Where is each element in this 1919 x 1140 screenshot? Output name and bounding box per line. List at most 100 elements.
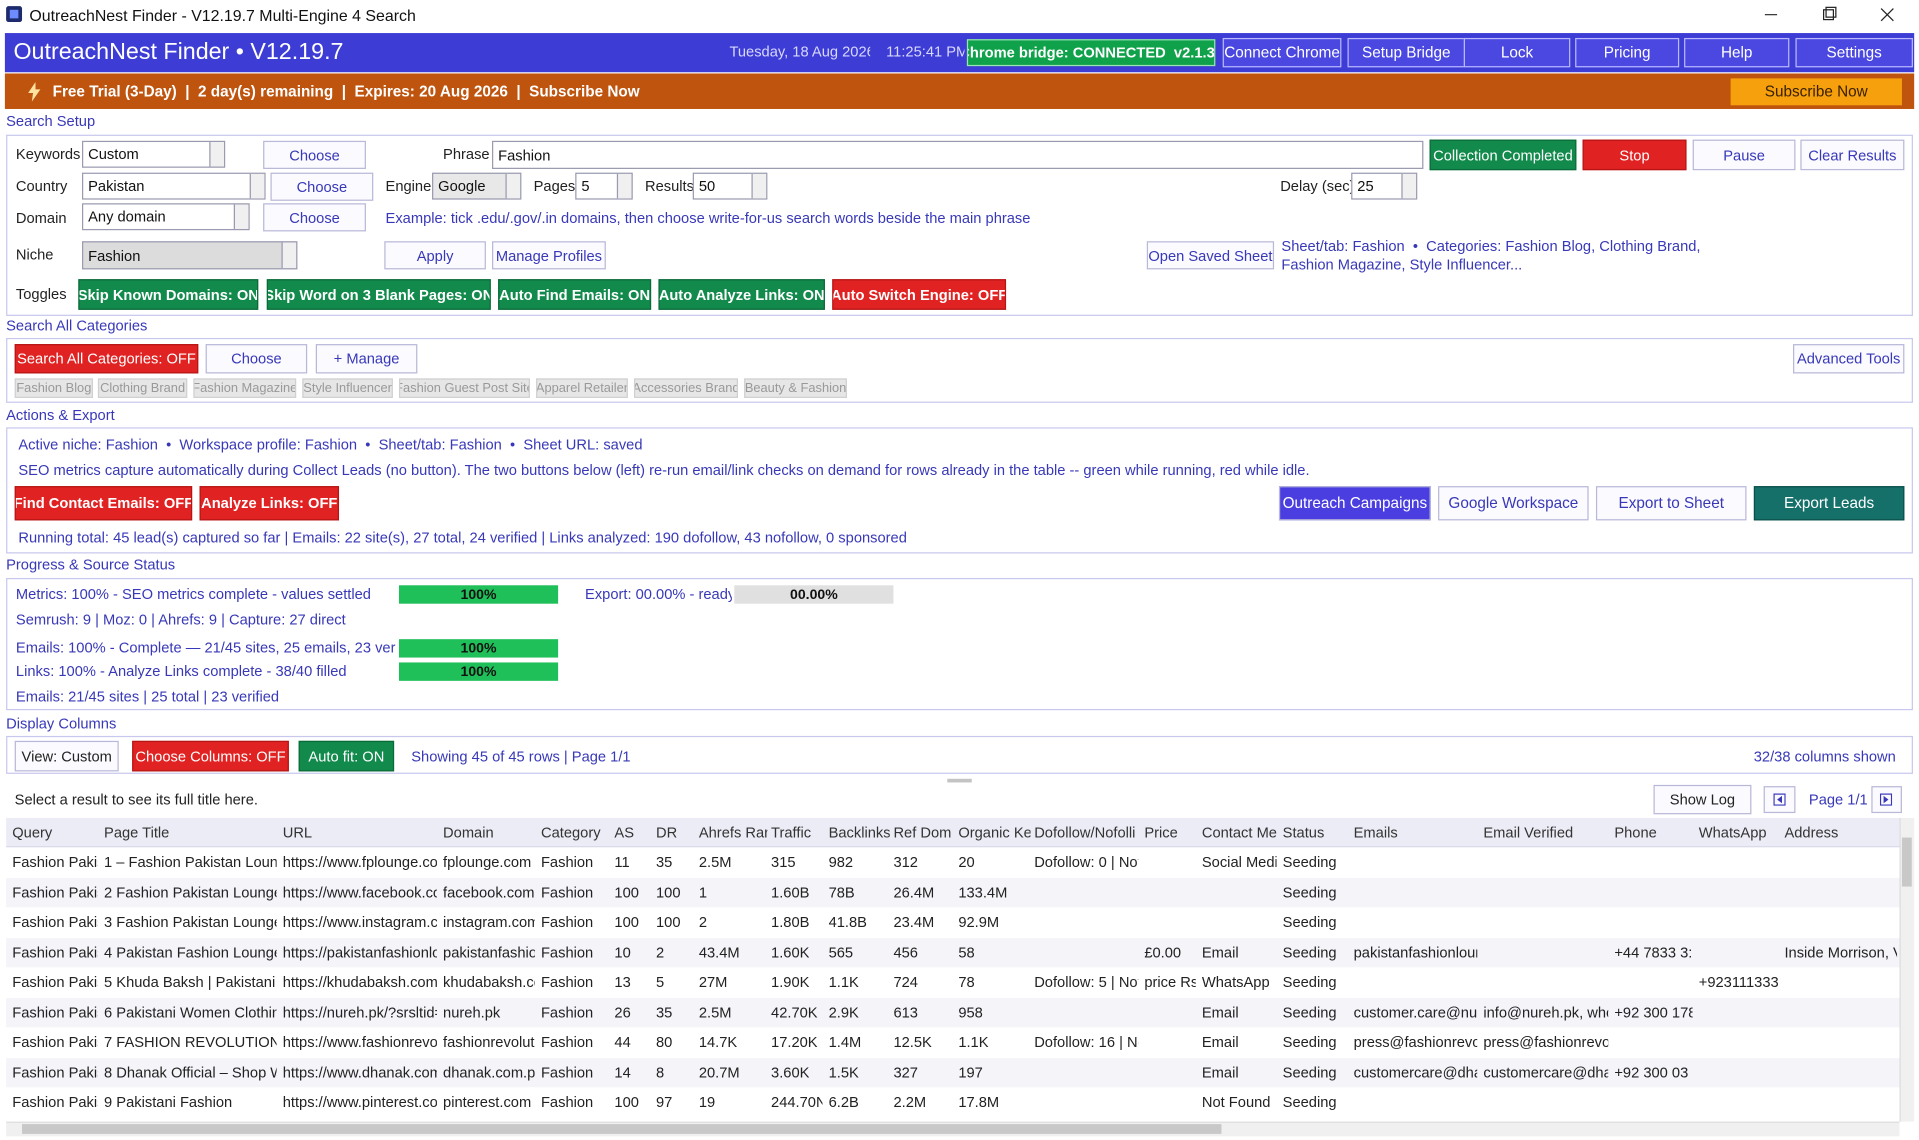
table-cell[interactable]: +44 7833 3: [1614, 943, 1693, 961]
table-cell[interactable]: 1 [698, 883, 708, 901]
table-cell[interactable]: 58 [958, 943, 975, 961]
keywords-select[interactable]: Custom [82, 140, 226, 168]
table-cell[interactable]: 2.5M [698, 1003, 732, 1021]
table-cell[interactable]: 1.60K [771, 943, 810, 961]
table-row[interactable] [6, 1027, 1900, 1058]
table-cell[interactable]: 92.9M [958, 913, 1000, 931]
table-cell[interactable]: Fashion [540, 853, 594, 871]
table-row[interactable] [6, 937, 1900, 968]
table-cell[interactable]: https://www.facebook.cor [282, 883, 437, 901]
toggle-button[interactable]: Search All Categories: OFF [14, 344, 199, 374]
category-chip[interactable]: Apparel Retailer [536, 378, 628, 398]
table-cell[interactable]: 7 FASHION REVOLUTION P. [104, 1033, 277, 1051]
table-row[interactable] [6, 967, 1900, 998]
table-cell[interactable]: khudabaksh.co [443, 973, 535, 991]
column-header[interactable]: Traffic [771, 824, 812, 842]
table-cell[interactable]: 78B [828, 883, 855, 901]
table-cell[interactable]: 2 [656, 943, 665, 961]
table-cell[interactable]: 5 [656, 973, 665, 991]
scroll-thumb[interactable] [22, 1124, 1222, 1134]
niche-select[interactable]: Fashion [82, 241, 298, 270]
table-cell[interactable]: Dofollow: 0 | Nof [1034, 853, 1139, 871]
table-cell[interactable]: 26 [614, 1003, 631, 1021]
table-cell[interactable]: Seeding [1282, 1033, 1337, 1051]
table-cell[interactable]: dhanak.com.pk [443, 1063, 535, 1081]
table-cell[interactable]: 14 [614, 1063, 631, 1081]
table-cell[interactable]: 35 [656, 853, 673, 871]
table-cell[interactable]: £0.00 [1144, 943, 1182, 961]
table-row[interactable] [6, 1057, 1900, 1088]
toggle-button[interactable]: Auto Analyze Links: ON [658, 279, 825, 310]
table-cell[interactable]: Email [1201, 1063, 1239, 1081]
table-cell[interactable]: 2 Fashion Pakistan Lounge - [104, 883, 277, 901]
table-cell[interactable]: 23.4M [893, 913, 935, 931]
table-cell[interactable]: 78 [958, 973, 975, 991]
table-cell[interactable]: customer.care@nure [1353, 1003, 1478, 1021]
table-cell[interactable]: 197 [958, 1063, 983, 1081]
table-row[interactable] [6, 907, 1900, 938]
table-cell[interactable]: Fashion Pakis [12, 943, 98, 961]
table-cell[interactable]: fplounge.com [443, 853, 532, 871]
action-button[interactable]: Find Contact Emails: OFF [14, 486, 193, 521]
table-cell[interactable]: Fashion [540, 1003, 594, 1021]
category-chip[interactable]: Fashion Blog [14, 378, 94, 398]
table-cell[interactable]: Fashion Pakis [12, 1033, 98, 1051]
table-cell[interactable]: customercare@dhar [1353, 1063, 1478, 1081]
table-cell[interactable]: Fashion Pakis [12, 1003, 98, 1021]
table-cell[interactable]: 2.2M [893, 1093, 927, 1111]
run-button[interactable]: Pause [1692, 139, 1796, 171]
table-cell[interactable]: Seeding [1282, 853, 1337, 871]
autofit-button[interactable]: Auto fit: ON [298, 740, 395, 772]
table-cell[interactable]: 8 Dhanak Official – Shop Wc [104, 1063, 277, 1081]
table-cell[interactable]: 42.70K [771, 1003, 818, 1021]
run-button[interactable]: Clear Results [1800, 139, 1905, 171]
table-cell[interactable]: info@nureh.pk, who [1483, 1003, 1609, 1021]
table-cell[interactable]: 97 [656, 1093, 673, 1111]
table-cell[interactable]: 2.9K [828, 1003, 859, 1021]
table-cell[interactable]: 80 [656, 1033, 673, 1051]
delay-spin[interactable]: 25 [1351, 172, 1418, 200]
column-header[interactable]: Email Verified [1483, 824, 1574, 842]
table-row[interactable] [6, 847, 1900, 878]
table-cell[interactable]: 3 Fashion Pakistan Lounge ( [104, 913, 277, 931]
table-cell[interactable]: Seeding [1282, 1003, 1337, 1021]
column-header[interactable]: DR [656, 824, 678, 842]
choose-button[interactable]: Choose [263, 140, 366, 169]
table-cell[interactable]: 10 [614, 943, 631, 961]
choose-button[interactable]: Choose [263, 203, 366, 232]
column-header[interactable]: URL [282, 824, 313, 842]
table-cell[interactable]: Seeding [1282, 943, 1337, 961]
table-cell[interactable]: 19 [698, 1093, 716, 1111]
table-cell[interactable]: Not Found [1201, 1093, 1271, 1111]
next-icon[interactable] [1879, 793, 1893, 806]
table-cell[interactable]: Email [1201, 943, 1239, 961]
scroll-thumb[interactable] [1901, 837, 1912, 887]
table-cell[interactable]: Fashion [540, 1063, 594, 1081]
table-cell[interactable]: Seeding [1282, 973, 1337, 991]
table-row[interactable] [6, 997, 1900, 1028]
advanced-tools-button[interactable]: Advanced Tools [1793, 344, 1905, 374]
results-spin[interactable]: 50 [692, 172, 768, 200]
table-cell[interactable]: Fashion Pakis [12, 853, 98, 871]
column-header[interactable]: Ref Dom [893, 824, 952, 842]
table-cell[interactable]: Fashion [540, 1093, 594, 1111]
manage-profiles-button[interactable]: Manage Profiles [492, 241, 606, 270]
table-cell[interactable]: 4 Pakistan Fashion Lounge [104, 943, 277, 961]
table-cell[interactable]: 1.1K [828, 973, 859, 991]
column-header[interactable]: Emails [1353, 824, 1398, 842]
table-cell[interactable]: 1.90K [771, 973, 810, 991]
table-cell[interactable]: 312 [893, 853, 918, 871]
toggle-button[interactable]: Auto Switch Engine: OFF [832, 279, 1007, 310]
table-cell[interactable]: 6 Pakistani Women Clothing [104, 1003, 277, 1021]
table-cell[interactable]: 100 [614, 913, 639, 931]
manage-button[interactable]: + Manage [315, 344, 418, 374]
table-cell[interactable]: Email [1201, 1003, 1239, 1021]
table-cell[interactable]: 13 [614, 973, 631, 991]
table-cell[interactable]: 613 [893, 1003, 918, 1021]
run-button[interactable]: Collection Completed [1429, 139, 1577, 171]
pages-spin[interactable]: 5 [575, 172, 633, 200]
toggle-button[interactable]: Skip Word on 3 Blank Pages: ON [266, 279, 491, 310]
table-cell[interactable]: press@fashionrevol [1353, 1033, 1478, 1051]
table-cell[interactable]: facebook.com [443, 883, 535, 901]
column-header[interactable]: Page Title [104, 824, 170, 842]
